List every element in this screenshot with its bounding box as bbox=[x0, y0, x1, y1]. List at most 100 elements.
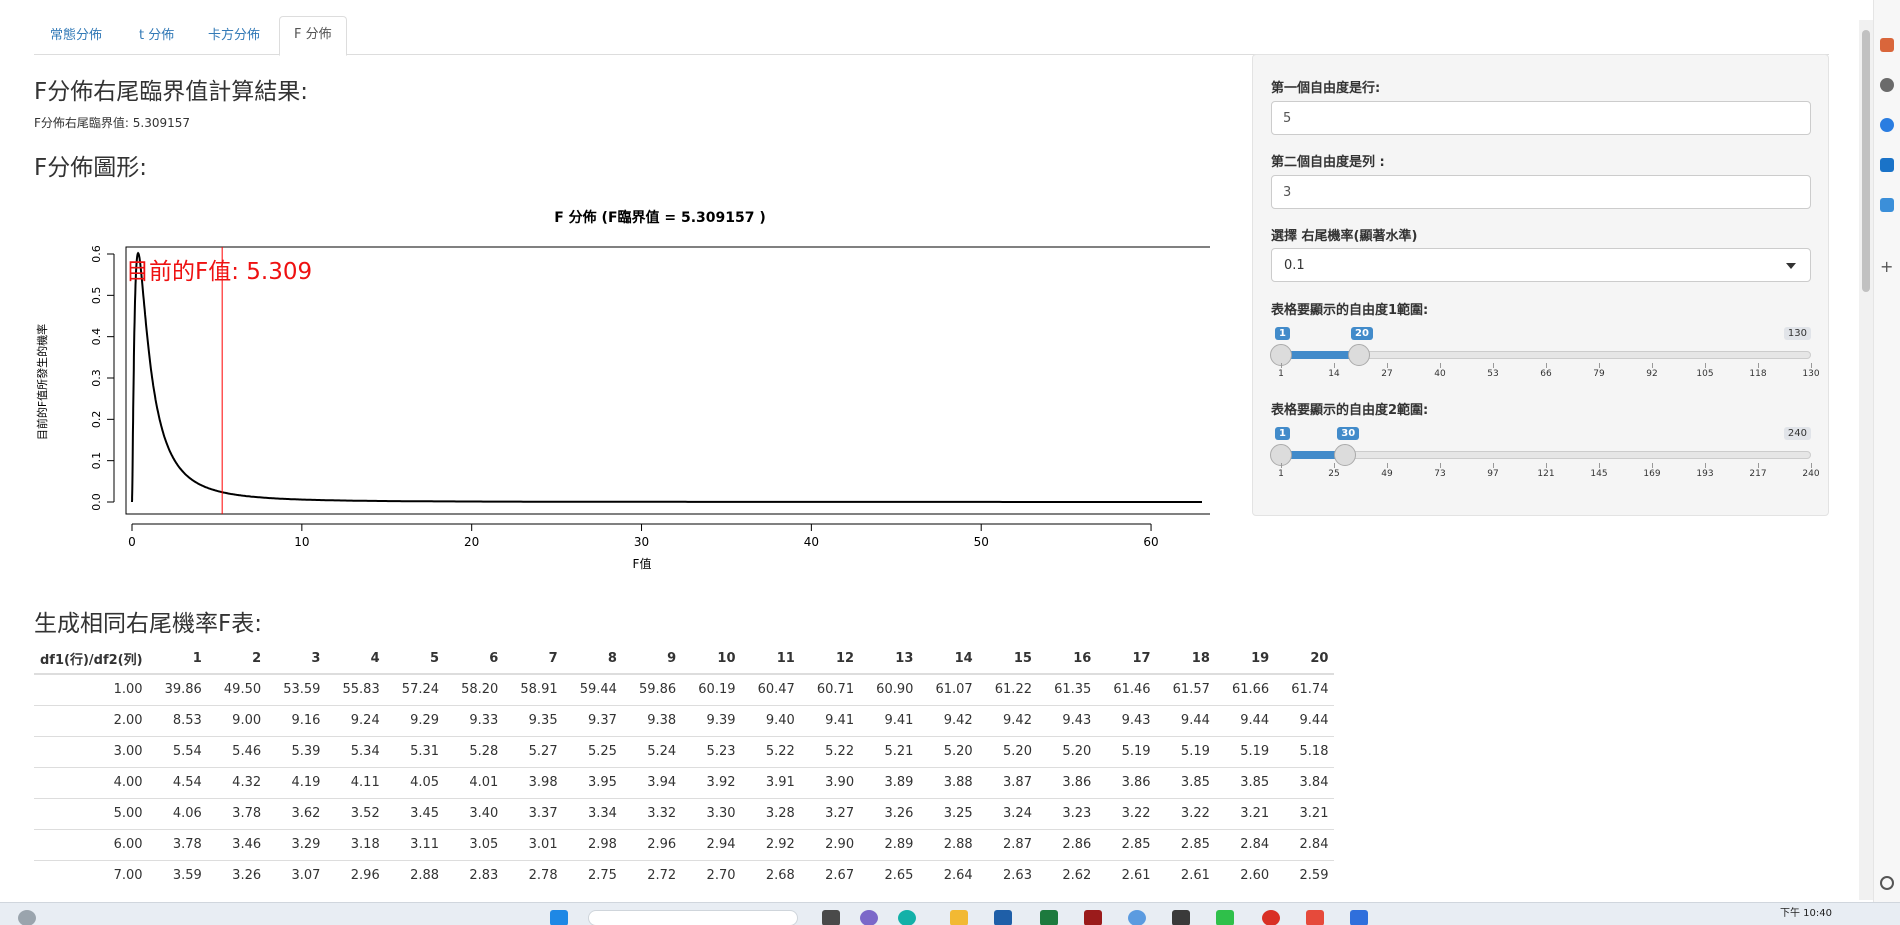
page-scrollbar[interactable] bbox=[1859, 20, 1873, 900]
table-cell: 9.39 bbox=[682, 704, 742, 736]
table-cell: 3.25 bbox=[919, 797, 979, 829]
taskbar-search-input[interactable] bbox=[588, 910, 798, 925]
person-icon[interactable] bbox=[1880, 78, 1894, 92]
table-cell: 9.29 bbox=[385, 704, 446, 736]
y-axis-label: 目前的F值所發生的機率 bbox=[35, 324, 49, 440]
windows-start-icon[interactable] bbox=[550, 910, 568, 925]
file-explorer-icon[interactable] bbox=[950, 910, 968, 925]
f-distribution-plot: F 分佈 (F臨界值 = 5.309157 ) 0 10 20 30 40 50 60 0.0… bbox=[35, 209, 1210, 571]
prob-select[interactable]: 0.1 bbox=[1271, 248, 1811, 282]
table-cell: 3.21 bbox=[1215, 797, 1276, 829]
df2-range-track[interactable] bbox=[1281, 451, 1811, 459]
table-cell: 3.32 bbox=[622, 797, 683, 829]
line-icon[interactable] bbox=[1216, 910, 1234, 925]
table-cell: 4.01 bbox=[445, 766, 505, 798]
table-cell: 5.23 bbox=[682, 735, 742, 767]
task-view-icon[interactable] bbox=[822, 910, 840, 925]
games-icon[interactable] bbox=[1880, 198, 1894, 212]
y-tick-label: 0.1 bbox=[90, 452, 103, 470]
table-cell: 2.88 bbox=[919, 828, 979, 860]
df2-input[interactable] bbox=[1271, 175, 1811, 209]
app-icon-blue-2[interactable] bbox=[1350, 910, 1368, 925]
table-cell: 5.19 bbox=[1097, 735, 1157, 767]
df1-range-to-handle[interactable] bbox=[1348, 344, 1371, 366]
df2-range-tick bbox=[1705, 463, 1706, 468]
df2-range-to-handle[interactable] bbox=[1334, 444, 1357, 466]
table-cell: 3.23 bbox=[1037, 797, 1098, 829]
app-icon[interactable] bbox=[860, 910, 878, 925]
table-cell: 9.41 bbox=[800, 704, 861, 736]
table-col-header: 16 bbox=[1037, 644, 1098, 675]
scrollbar-thumb[interactable] bbox=[1862, 30, 1870, 292]
table-cell: 5.24 bbox=[622, 735, 683, 767]
df2-label: 第二個自由度是列 : bbox=[1271, 155, 1385, 170]
table-col-header: 18 bbox=[1156, 644, 1216, 675]
table-row: 4.00 4.54 4.32 4.19 4.11 4.05 4.01 3.98 3.95 3.94… bbox=[34, 766, 1335, 798]
x-tick-label: 10 bbox=[294, 535, 309, 549]
table-cell: 3.11 bbox=[385, 828, 446, 860]
table-cell: 5.54 bbox=[148, 735, 208, 767]
table-row: 3.00 5.54 5.46 5.39 5.34 5.31 5.28 5.27 5.25 5.24… bbox=[34, 735, 1335, 767]
table-row: 6.00 3.78 3.46 3.29 3.18 3.11 3.05 3.01 2.98 2.96… bbox=[34, 828, 1335, 860]
table-cell: 9.35 bbox=[504, 704, 564, 736]
table-cell: 2.90 bbox=[800, 828, 861, 860]
toolbox-icon[interactable] bbox=[1880, 38, 1894, 52]
outlook-icon[interactable] bbox=[1880, 158, 1894, 172]
tab-chi-square-distribution[interactable]: 卡方分佈 bbox=[208, 28, 261, 43]
table-col-header: 12 bbox=[800, 644, 861, 675]
table-cell: 3.92 bbox=[682, 766, 742, 798]
notepad-icon[interactable] bbox=[1172, 910, 1190, 925]
table-cell: 2.59 bbox=[1275, 859, 1335, 891]
tab-t-distribution[interactable]: t 分佈 bbox=[139, 28, 175, 43]
app-icon-red[interactable] bbox=[1084, 910, 1102, 925]
table-cell: 5.19 bbox=[1156, 735, 1216, 767]
table-cell: 3.91 bbox=[741, 766, 801, 798]
df1-range-tick bbox=[1758, 363, 1759, 368]
x-tick-label: 0 bbox=[128, 535, 136, 549]
app-icon-blue[interactable] bbox=[1128, 910, 1146, 925]
table-cell: 4.05 bbox=[385, 766, 446, 798]
df1-range-tick-label: 105 bbox=[1696, 369, 1714, 379]
df2-range-tick-label: 169 bbox=[1643, 469, 1661, 479]
df1-range-tick bbox=[1652, 363, 1653, 368]
df2-range-tick-label: 193 bbox=[1696, 469, 1714, 479]
add-icon[interactable]: + bbox=[1880, 257, 1894, 276]
edge-browser-icon[interactable] bbox=[898, 910, 916, 925]
table-cell: 2.83 bbox=[445, 859, 505, 891]
table-cell: 5.20 bbox=[919, 735, 979, 767]
copilot-icon[interactable] bbox=[1880, 118, 1894, 132]
df1-range-tick-label: 40 bbox=[1434, 369, 1446, 379]
df1-range-to-label: 20 bbox=[1351, 327, 1373, 340]
df1-label: 第一個自由度是行: bbox=[1271, 81, 1381, 96]
table-col-header: 8 bbox=[563, 644, 623, 675]
excel-icon[interactable] bbox=[1040, 910, 1058, 925]
taskbar-clock: 下午 10:40 bbox=[1780, 908, 1832, 919]
chrome-icon[interactable] bbox=[1262, 910, 1280, 925]
tab-f-distribution[interactable]: F 分佈 bbox=[279, 16, 347, 56]
table-col-header: 5 bbox=[385, 644, 446, 675]
df1-input[interactable] bbox=[1271, 101, 1811, 135]
settings-icon[interactable] bbox=[1880, 876, 1894, 890]
table-cell: 5.22 bbox=[800, 735, 861, 767]
df2-range-slider[interactable]: 1 30 240 1 25 49 73 97 121 145 169 193 217 240 bbox=[1270, 411, 1820, 481]
f-table: df1(行)/df2(列) 1 2 3 4 5 6 7 8 9 10 11 12 13 14 15 16 17 1… bbox=[34, 644, 1335, 891]
app-icon-orange[interactable] bbox=[1306, 910, 1324, 925]
weather-icon[interactable] bbox=[18, 910, 36, 925]
table-cell: 3.18 bbox=[326, 828, 386, 860]
table-cell: 60.47 bbox=[741, 673, 801, 705]
table-cell: 3.87 bbox=[978, 766, 1038, 798]
distribution-tabs: 常態分佈 t 分佈 卡方分佈 F 分佈 bbox=[34, 10, 1829, 56]
table-cell: 9.24 bbox=[326, 704, 386, 736]
df1-range-selected-bar bbox=[1281, 351, 1360, 359]
df1-range-slider[interactable]: 1 20 130 1 14 27 40 53 66 79 92 105 118 130 bbox=[1270, 311, 1820, 381]
table-cell: 61.74 bbox=[1275, 673, 1335, 705]
table-cell: 2.84 bbox=[1275, 828, 1335, 860]
range2-label: 表格要顯示的自由度2範圍: bbox=[1271, 403, 1429, 418]
df2-range-tick bbox=[1652, 463, 1653, 468]
tab-normal-distribution[interactable]: 常態分佈 bbox=[50, 28, 103, 43]
table-cell: 9.16 bbox=[267, 704, 327, 736]
table-cell: 49.50 bbox=[207, 673, 268, 705]
df2-range-tick-label: 145 bbox=[1590, 469, 1608, 479]
df2-range-from-label: 1 bbox=[1275, 427, 1290, 440]
store-icon[interactable] bbox=[994, 910, 1012, 925]
